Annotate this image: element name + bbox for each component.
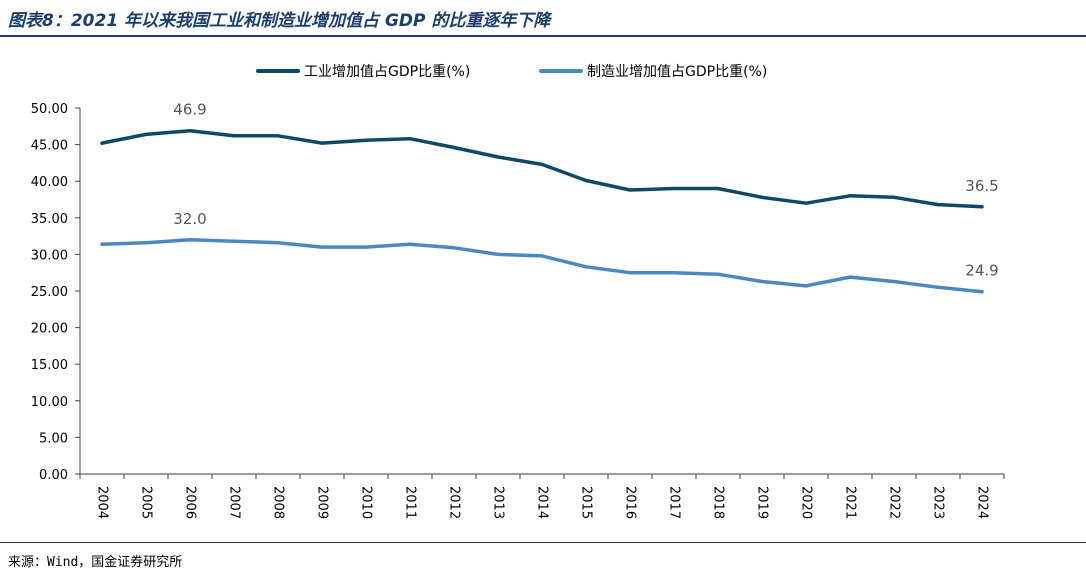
x-tick-label: 2023 xyxy=(931,486,946,519)
x-tick-label: 2017 xyxy=(667,486,682,519)
y-tick-label: 35.00 xyxy=(31,212,68,227)
x-tick-label: 2006 xyxy=(183,486,198,519)
data-point xyxy=(100,242,104,246)
data-point xyxy=(276,134,280,138)
data-point xyxy=(144,132,148,136)
data-point xyxy=(320,141,324,145)
data-point xyxy=(628,271,632,275)
legend-label-2: 制造业增加值占GDP比重(%) xyxy=(587,64,767,80)
data-point xyxy=(452,246,456,250)
y-tick-label: 30.00 xyxy=(31,248,68,263)
data-point xyxy=(188,238,192,242)
y-tick-label: 50.00 xyxy=(31,102,68,117)
x-tick-label: 2008 xyxy=(271,486,286,519)
x-tick-label: 2018 xyxy=(711,486,726,519)
data-label: 46.9 xyxy=(173,101,206,119)
data-point xyxy=(716,272,720,276)
data-point xyxy=(936,203,940,207)
data-point xyxy=(848,194,852,198)
data-point xyxy=(892,279,896,284)
x-tick-label: 2011 xyxy=(403,486,418,519)
y-tick-label: 25.00 xyxy=(31,285,68,300)
data-point xyxy=(584,265,588,269)
data-point xyxy=(936,285,940,289)
data-point xyxy=(892,195,896,199)
source-note: 来源：Wind，国金证券研究所 xyxy=(8,555,183,570)
data-point xyxy=(232,134,236,138)
data-point xyxy=(848,275,852,279)
x-tick-label: 2021 xyxy=(843,486,858,519)
data-point xyxy=(804,201,808,205)
data-label: 32.0 xyxy=(173,210,206,228)
data-point xyxy=(496,155,500,159)
data-label: 24.9 xyxy=(965,262,998,280)
data-point xyxy=(408,242,412,246)
x-tick-label: 2020 xyxy=(799,486,814,519)
x-tick-label: 2016 xyxy=(623,486,638,519)
data-point xyxy=(716,186,720,191)
chart-legend: 工业增加值占GDP比重(%) 制造业增加值占GDP比重(%) xyxy=(256,64,767,80)
x-tick-label: 2010 xyxy=(359,486,374,519)
data-point xyxy=(364,245,368,249)
data-point xyxy=(672,186,676,191)
x-tick-label: 2004 xyxy=(95,486,110,519)
data-point xyxy=(408,137,412,141)
x-tick-label: 2015 xyxy=(579,486,594,519)
data-point xyxy=(320,245,324,249)
chart-axes: 0.00 5.00 10.00 15.00 20.00 25.00 30.00 35.00 40… xyxy=(31,102,1005,519)
series-line-2 xyxy=(100,238,984,294)
x-tick-label: 2022 xyxy=(887,486,902,519)
data-point xyxy=(232,239,236,243)
data-point xyxy=(496,252,500,256)
x-tick-label: 2024 xyxy=(975,486,990,519)
data-point xyxy=(760,195,764,199)
y-tick-label: 5.00 xyxy=(39,431,68,446)
data-point xyxy=(100,141,104,145)
y-tick-label: 15.00 xyxy=(31,358,68,373)
y-tick-label: 20.00 xyxy=(31,322,68,337)
data-point xyxy=(364,138,368,142)
x-tick-label: 2005 xyxy=(139,486,154,519)
data-point xyxy=(980,205,984,209)
data-point xyxy=(188,129,192,133)
data-point xyxy=(980,290,984,294)
data-point xyxy=(804,284,808,288)
y-tick-label: 45.00 xyxy=(31,139,68,154)
x-tick-label: 2009 xyxy=(315,486,330,519)
data-point xyxy=(144,241,148,245)
data-label: 36.5 xyxy=(965,177,998,195)
x-tick-label: 2007 xyxy=(227,486,242,519)
data-point xyxy=(672,271,676,275)
x-tick-label: 2019 xyxy=(755,486,770,519)
chart-annotations: 46.9 36.5 32.0 24.9 xyxy=(173,101,998,280)
y-tick-label: 40.00 xyxy=(31,175,68,190)
chart-title: 图表8：2021 年以来我国工业和制造业增加值占 GDP 的比重逐年下降 xyxy=(8,11,551,31)
data-point xyxy=(760,279,764,284)
y-tick-label: 0.00 xyxy=(39,468,68,483)
legend-label-1: 工业增加值占GDP比重(%) xyxy=(304,64,470,80)
data-point xyxy=(540,254,544,258)
x-tick-label: 2014 xyxy=(535,486,550,519)
footer-rule xyxy=(0,542,1086,543)
data-point xyxy=(540,162,544,166)
data-point xyxy=(584,178,588,183)
y-tick-label: 10.00 xyxy=(31,395,68,410)
chart-series xyxy=(100,128,984,294)
x-tick-label: 2012 xyxy=(447,486,462,519)
data-point xyxy=(452,145,456,150)
data-point xyxy=(628,188,632,192)
x-tick-label: 2013 xyxy=(491,486,506,519)
title-rule xyxy=(0,35,1086,37)
data-point xyxy=(276,241,280,245)
